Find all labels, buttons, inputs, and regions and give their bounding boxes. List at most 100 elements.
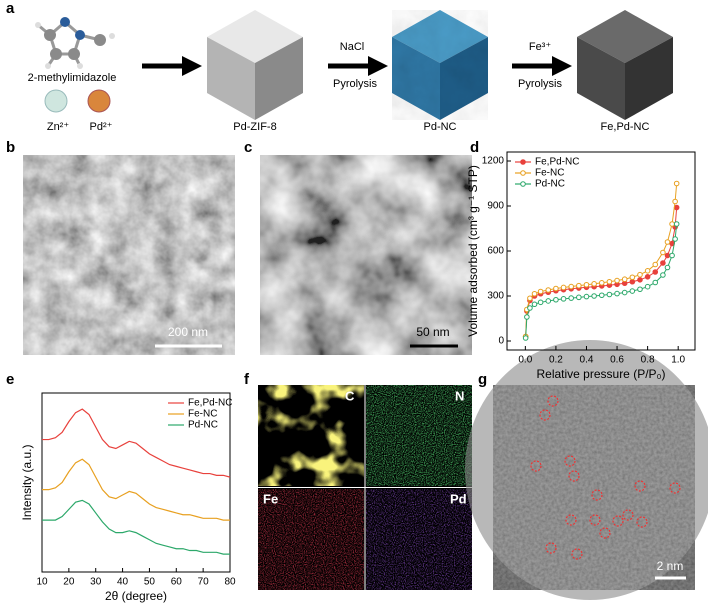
series-line (525, 183, 678, 337)
data-point (629, 274, 636, 281)
data-point (660, 249, 666, 256)
data-point (591, 293, 597, 299)
y-tick-label: 900 (487, 201, 504, 212)
map-label: Fe (263, 491, 278, 506)
data-point (629, 288, 636, 294)
data-point (527, 295, 533, 302)
x-axis-label: 2θ (degree) (105, 589, 167, 603)
data-point (553, 296, 559, 303)
legend-label: Fe-NC (188, 409, 217, 420)
panel-label: f (244, 371, 250, 388)
precursor-label: 2-methylimidazole (28, 72, 117, 84)
x-tick-label: 0.8 (641, 355, 655, 366)
product-label: Pd-ZIF-8 (233, 121, 276, 133)
ion-label: Pd²⁺ (90, 121, 113, 133)
data-point (537, 288, 544, 295)
data-point (644, 274, 651, 280)
data-point (652, 279, 659, 286)
data-point (614, 277, 620, 284)
data-point (591, 281, 597, 287)
panel-label: d (470, 139, 479, 156)
data-point (524, 314, 530, 320)
x-tick-label: 70 (198, 577, 210, 588)
map-label: C (345, 388, 355, 403)
pd-nc-crystal (392, 10, 488, 120)
x-axis-label: Relative pressure (P/P₀) (536, 367, 665, 381)
ion-label: Zn²⁺ (47, 121, 70, 133)
reagent-label: NaCl (340, 41, 364, 53)
map-c (258, 385, 364, 486)
map-label: N (455, 388, 464, 403)
y-tick-label: 300 (487, 291, 504, 302)
data-point (637, 286, 643, 293)
data-point (531, 301, 538, 308)
data-point (545, 287, 552, 293)
data-point (660, 260, 666, 266)
x-tick-label: 40 (117, 577, 129, 588)
map-fe (258, 489, 364, 590)
data-point (576, 282, 582, 289)
panel-label: c (244, 139, 252, 156)
data-point (621, 276, 628, 283)
data-point (672, 236, 678, 242)
data-point (664, 239, 671, 245)
x-tick-label: 80 (224, 577, 236, 588)
x-tick-label: 10 (36, 577, 48, 588)
data-point (568, 283, 574, 290)
x-tick-label: 0.0 (518, 355, 532, 366)
scale-bar-label: 200 nm (168, 325, 208, 339)
panel-label: g (478, 371, 487, 388)
data-point (637, 277, 643, 283)
pd-zif-8-crystal (207, 10, 303, 120)
x-tick-label: 0.2 (549, 355, 563, 366)
data-point (531, 290, 538, 297)
x-tick-label: 50 (144, 577, 156, 588)
data-point (560, 284, 567, 291)
x-tick-label: 20 (63, 577, 75, 588)
y-axis-label: Intensity (a.u.) (20, 444, 34, 520)
x-tick-label: 1.0 (671, 355, 685, 366)
data-point (644, 283, 651, 290)
data-point (637, 271, 643, 278)
product-label: Fe,Pd-NC (601, 121, 650, 133)
data-point (669, 252, 675, 259)
legend-label: Pd-NC (535, 179, 565, 190)
data-point (537, 299, 544, 306)
data-point (560, 296, 567, 302)
fe-pd-nc-crystal (577, 10, 673, 120)
series-line (42, 458, 230, 521)
data-point (669, 221, 675, 227)
data-point (598, 292, 605, 299)
y-tick-label: 1200 (482, 156, 505, 167)
x-tick-label: 30 (90, 577, 102, 588)
legend-label: Fe-NC (535, 168, 564, 179)
data-point (673, 221, 680, 227)
panel-label: e (6, 371, 14, 388)
data-point (614, 290, 620, 297)
x-tick-label: 0.6 (610, 355, 624, 366)
y-tick-label: 600 (487, 246, 504, 257)
haadf-image (493, 385, 695, 590)
data-point (644, 268, 651, 274)
series-line (42, 499, 230, 555)
data-point (672, 198, 678, 205)
map-pd (366, 489, 472, 590)
data-point (660, 272, 666, 278)
molecule (35, 17, 115, 69)
map-n (366, 385, 472, 486)
legend-label: Fe,Pd-NC (535, 157, 579, 168)
legend-marker (520, 181, 526, 187)
pd-ion (87, 89, 111, 113)
data-point (606, 278, 613, 285)
y-tick-label: 0 (498, 336, 504, 347)
data-point (664, 264, 671, 271)
data-point (568, 295, 574, 301)
plot-frame (41, 392, 231, 573)
data-point (621, 289, 628, 296)
data-point (652, 269, 659, 275)
data-point (522, 335, 529, 341)
process-label: Pyrolysis (518, 78, 563, 90)
map-label: Pd (450, 491, 467, 506)
data-point (545, 298, 552, 304)
